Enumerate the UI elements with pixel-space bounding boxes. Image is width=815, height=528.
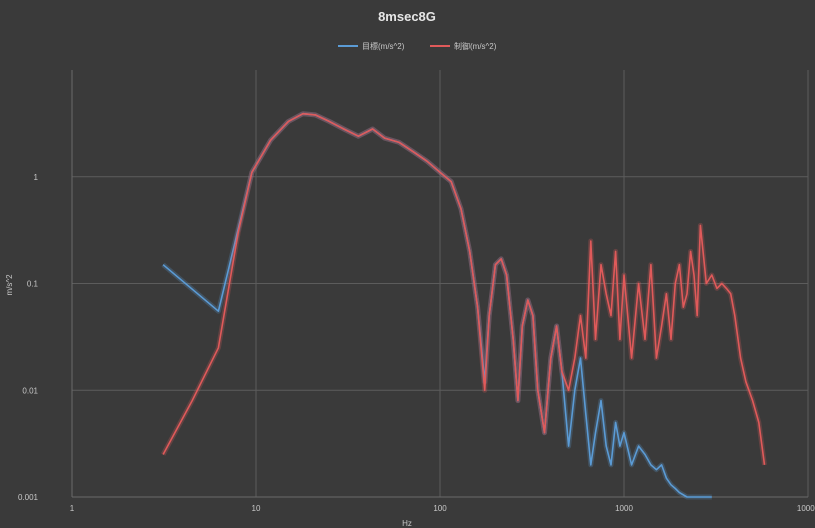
x-tick-label: 1 bbox=[70, 504, 75, 513]
x-tick-label: 10 bbox=[252, 504, 261, 513]
y-tick-label: 0.1 bbox=[27, 280, 39, 289]
y-tick-label: 0.01 bbox=[22, 386, 38, 395]
chart-title: 8msec8G bbox=[378, 9, 436, 24]
x-tick-label: 100 bbox=[433, 504, 447, 513]
legend-entry: 目標(m/s^2) bbox=[338, 41, 405, 51]
legend: 目標(m/s^2) 制御(m/s^2) bbox=[338, 41, 497, 51]
x-axis-label: Hz bbox=[402, 519, 412, 528]
series-layer bbox=[160, 111, 767, 500]
x-tick-label: 1000 bbox=[615, 504, 633, 513]
y-axis-label: m/s^2 bbox=[5, 274, 14, 296]
legend-label: 制御(m/s^2) bbox=[454, 41, 497, 51]
legend-label: 目標(m/s^2) bbox=[362, 41, 405, 51]
grid bbox=[71, 70, 809, 497]
y-tick-label: 1 bbox=[34, 173, 39, 182]
legend-entry: 制御(m/s^2) bbox=[430, 41, 497, 51]
series-line bbox=[162, 112, 766, 466]
y-tick-label: 0.001 bbox=[18, 493, 39, 502]
